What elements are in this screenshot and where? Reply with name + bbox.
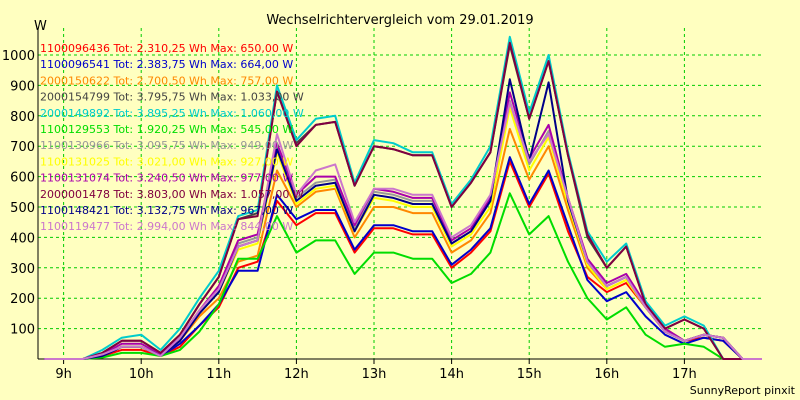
y-tick-label: 1000 (2, 49, 35, 64)
x-tick-label: 13h (362, 367, 387, 382)
axes (37, 28, 762, 364)
legend-entry-4: 2000154799 Tot: 3.795,75 Wh Max: 1.033,0… (40, 91, 304, 104)
legend-entry-9: 1100131074 Tot: 3.240,50 Wh Max: 977,00 … (40, 172, 293, 185)
x-tick-label: 12h (284, 367, 309, 382)
series-lines (44, 35, 762, 360)
y-axis-label: W (34, 19, 47, 34)
chart-title: Wechselrichtervergleich vom 29.01.2019 (266, 13, 533, 28)
legend-entry-8: 1100131025 Tot: 3.021,00 Wh Max: 927,00 … (40, 155, 293, 168)
legend-entry-1: 1100096436 Tot: 2.310,25 Wh Max: 650,00 … (40, 42, 293, 55)
legend-entry-2: 1100096541 Tot: 2.383,75 Wh Max: 664,00 … (40, 58, 293, 71)
y-tick-label: 100 (10, 323, 35, 338)
legend-entry-11: 1100148421 Tot: 3.132,75 Wh Max: 967,00 … (40, 204, 293, 217)
x-tick-label: 17h (672, 367, 697, 382)
x-tick-label: 11h (206, 367, 231, 382)
legend-entry-5: 2000149892 Tot: 3.895,25 Wh Max: 1.060,0… (40, 107, 304, 120)
y-tick-label: 300 (10, 262, 35, 277)
y-tick-label: 500 (10, 201, 35, 216)
x-tick-label: 15h (517, 367, 542, 382)
y-tick-labels: 100 200 300 400 500 600 700 800 900 1000 (2, 49, 35, 338)
x-tick-label: 14h (439, 367, 464, 382)
x-tick-label: 10h (129, 367, 154, 382)
y-tick-label: 600 (10, 171, 35, 186)
series-line-12 (44, 101, 762, 360)
legend-entry-12: 1100119477 Tot: 2.994,00 Wh Max: 844,00 … (40, 220, 293, 233)
y-tick-label: 800 (10, 110, 35, 125)
series-line-10 (44, 41, 762, 360)
x-tick-label: 16h (594, 367, 619, 382)
y-tick-label: 200 (10, 292, 35, 307)
legend-entry-10: 2000001478 Tot: 3.803,00 Wh Max: 1.057,0… (40, 188, 304, 201)
footer-credit: SunnyReport pinxit (690, 384, 796, 397)
legend: 1100096436 Tot: 2.310,25 Wh Max: 650,00 … (40, 42, 304, 233)
legend-entry-3: 2000150622 Tot: 2.700,50 Wh Max: 757,00 … (40, 74, 293, 87)
legend-entry-6: 1100129553 Tot: 1.920,25 Wh Max: 545,00 … (40, 123, 293, 136)
y-tick-label: 400 (10, 231, 35, 246)
series-line-6 (44, 192, 762, 360)
legend-entry-7: 1100130966 Tot: 3.095,75 Wh Max: 949,00 … (40, 139, 293, 152)
y-tick-label: 900 (10, 79, 35, 94)
x-tick-label: 9h (55, 367, 72, 382)
y-tick-label: 700 (10, 140, 35, 155)
x-tick-labels: 9h 10h 11h 12h 13h 14h 15h 16h 17h (55, 367, 696, 382)
